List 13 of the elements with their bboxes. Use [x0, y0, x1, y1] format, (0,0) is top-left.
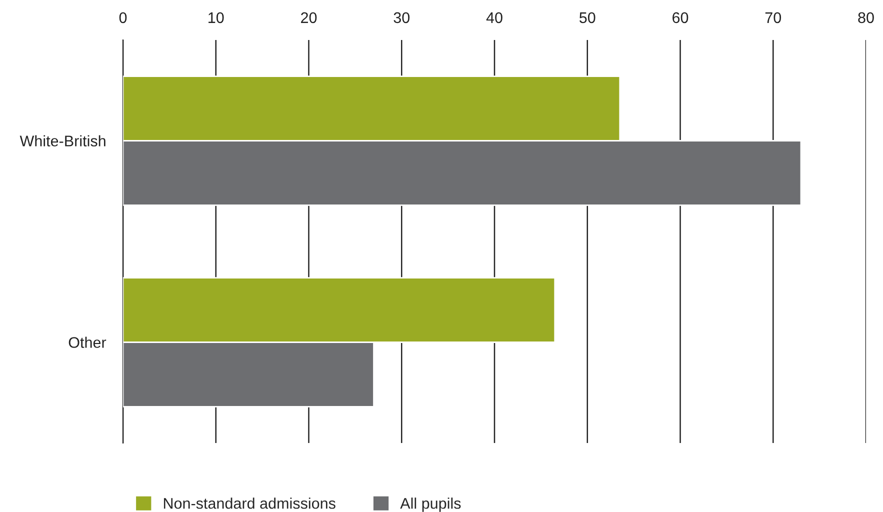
x-tick-label: 80	[858, 12, 874, 24]
x-tick-label: 70	[765, 12, 782, 24]
x-tick-label: 10	[208, 12, 224, 24]
x-tick-label: 30	[394, 12, 410, 24]
x-tick-label: 40	[486, 12, 502, 24]
legend-label: All pupils	[400, 498, 461, 512]
y-tick-label: Other	[68, 336, 106, 348]
x-tick-label: 60	[672, 12, 688, 24]
y-tick-label: White-British	[20, 135, 106, 146]
x-tick-label: 50	[579, 12, 596, 24]
x-tick-label: 0	[119, 12, 127, 24]
x-tick-label: 20	[301, 12, 317, 24]
legend-label: Non-standard admissions	[164, 498, 336, 509]
